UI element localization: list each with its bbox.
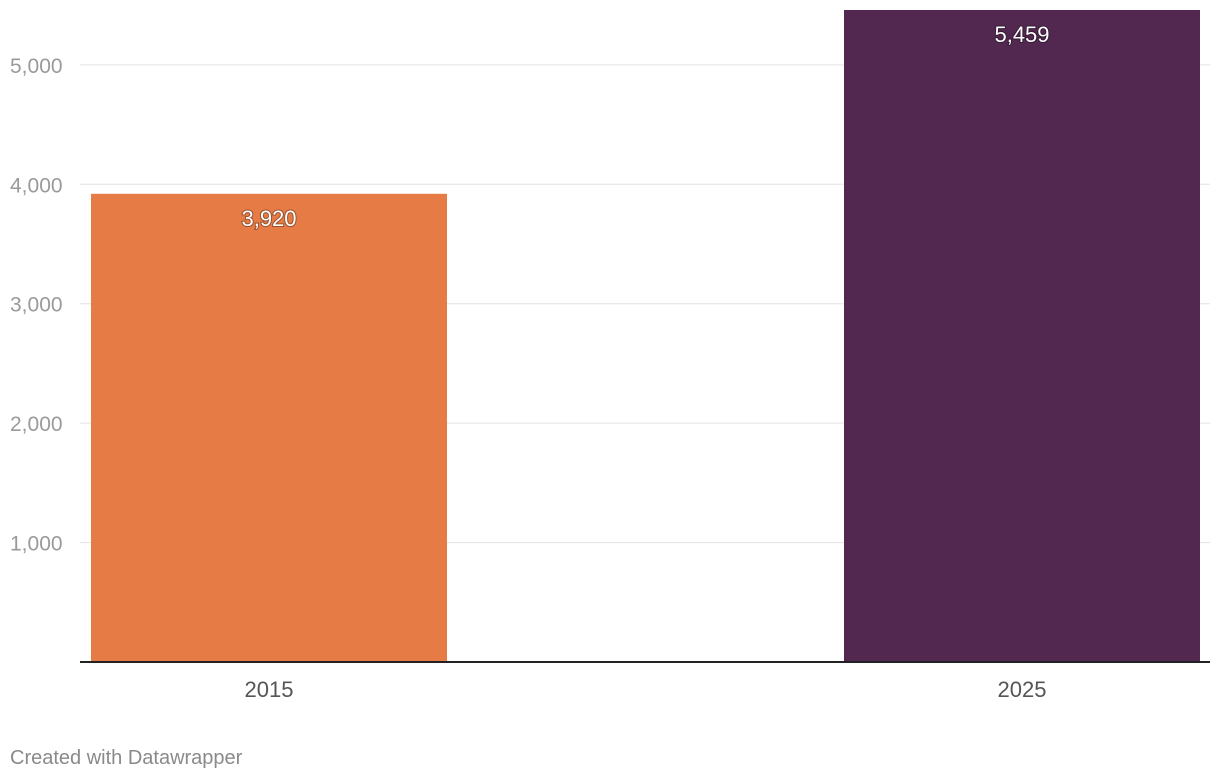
x-axis-categories: 2015 2025 <box>245 677 1047 702</box>
bar-2015[interactable] <box>91 193 447 662</box>
bars <box>91 10 1200 662</box>
y-tick-label: 4,000 <box>10 174 63 197</box>
x-category-label: 2015 <box>245 677 294 702</box>
value-label-2025: 5,459 <box>994 22 1049 47</box>
y-tick-label: 2,000 <box>10 413 63 436</box>
y-tick-label: 3,000 <box>10 294 63 317</box>
bar-2025[interactable] <box>844 10 1200 662</box>
value-label-2015: 3,920 <box>241 206 296 231</box>
x-category-label: 2025 <box>998 677 1047 702</box>
datawrapper-credit[interactable]: Created with Datawrapper <box>10 747 243 769</box>
y-axis-ticks: 1,000 2,000 3,000 4,000 5,000 <box>10 55 63 556</box>
y-tick-label: 5,000 <box>10 55 63 78</box>
value-labels: 3,920 5,459 <box>240 21 1050 232</box>
y-tick-label: 1,000 <box>10 533 63 556</box>
